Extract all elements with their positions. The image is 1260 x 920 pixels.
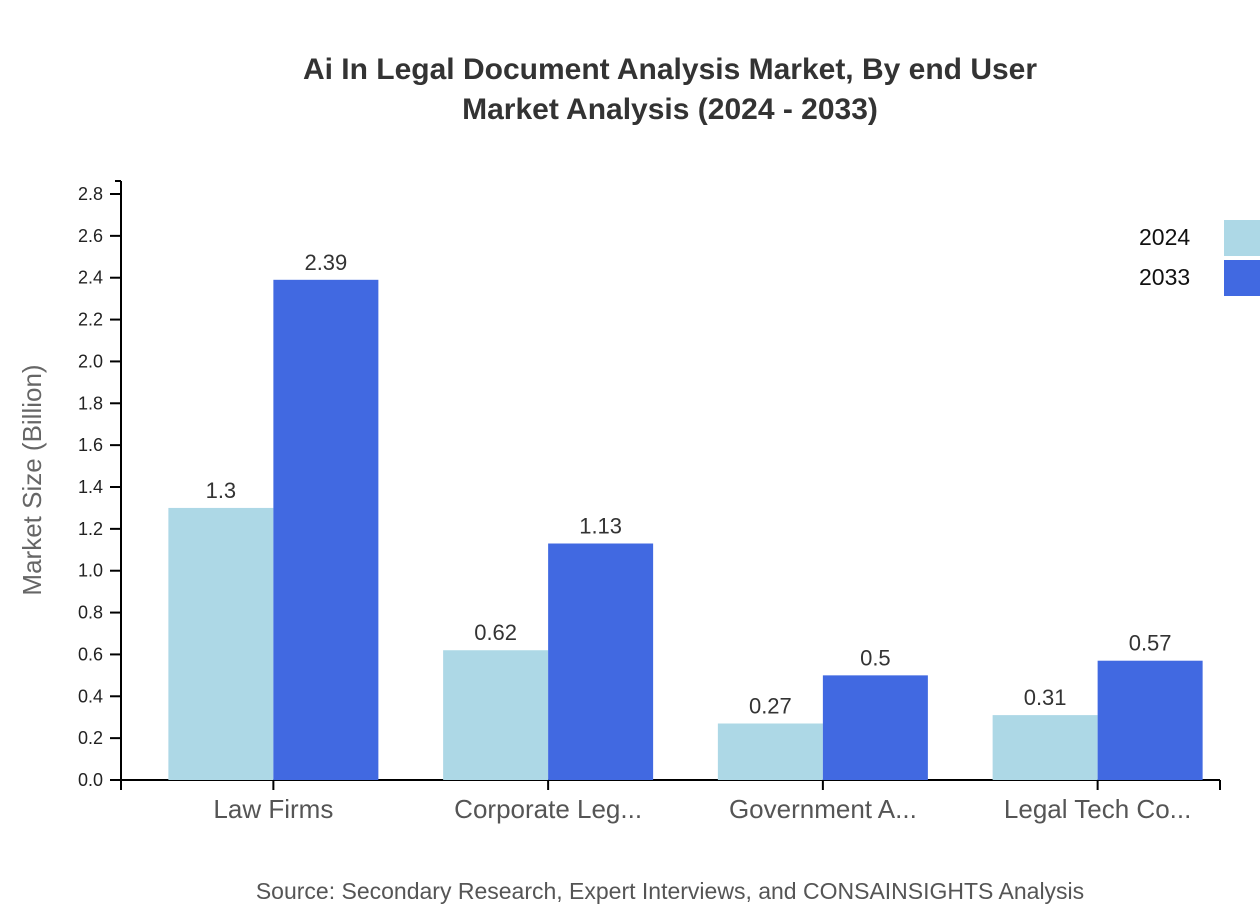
y-tick-label: 2.0 bbox=[78, 351, 103, 371]
chart-title-line1: Ai In Legal Document Analysis Market, By… bbox=[302, 53, 1038, 86]
y-axis-label: Market Size (Billion) bbox=[17, 364, 47, 595]
y-tick-label: 0.4 bbox=[78, 686, 103, 706]
y-tick-label: 0.0 bbox=[78, 770, 103, 790]
legend-swatch-2033[interactable] bbox=[1224, 260, 1260, 296]
bar-2033[interactable] bbox=[548, 543, 654, 780]
y-tick-label: 1.4 bbox=[78, 477, 103, 497]
chart-title: Ai In Legal Document Analysis Market, By… bbox=[0, 50, 1260, 130]
bar-value-label: 1.13 bbox=[579, 514, 622, 539]
y-tick-label: 0.8 bbox=[78, 603, 103, 623]
y-tick-label: 1.0 bbox=[78, 561, 103, 581]
bar-value-label: 0.31 bbox=[1024, 685, 1067, 710]
bar-value-label: 0.5 bbox=[860, 645, 891, 670]
y-tick-label: 1.2 bbox=[78, 519, 103, 539]
legend-label-2024: 2024 bbox=[1139, 224, 1191, 250]
bar-2024[interactable] bbox=[443, 650, 549, 780]
y-tick-label: 2.2 bbox=[78, 310, 103, 330]
bar-2024[interactable] bbox=[717, 723, 823, 780]
source-note: Source: Secondary Research, Expert Inter… bbox=[255, 878, 1085, 904]
bar-value-label: 0.27 bbox=[749, 693, 792, 718]
bar-2033[interactable] bbox=[273, 279, 379, 780]
bar-value-label: 2.39 bbox=[304, 250, 347, 275]
y-tick-label: 2.6 bbox=[78, 226, 103, 246]
chart-title-line2: Market Analysis (2024 - 2033) bbox=[462, 93, 878, 126]
legend-label-2033: 2033 bbox=[1139, 264, 1191, 290]
y-tick-label: 2.4 bbox=[78, 268, 103, 288]
y-tick-label: 1.8 bbox=[78, 393, 103, 413]
x-tick-label: Law Firms bbox=[213, 794, 333, 824]
bar-value-label: 0.57 bbox=[1129, 631, 1172, 656]
x-tick-label: Legal Tech Co... bbox=[1004, 794, 1191, 824]
legend-swatch-2024[interactable] bbox=[1224, 220, 1260, 256]
bar-value-label: 0.62 bbox=[474, 620, 517, 645]
bar-2024[interactable] bbox=[992, 715, 1098, 780]
bar-2024[interactable] bbox=[168, 507, 274, 780]
y-tick-label: 0.6 bbox=[78, 644, 103, 664]
bar-2033[interactable] bbox=[1097, 660, 1203, 780]
bar-value-label: 1.3 bbox=[206, 478, 237, 503]
bar-2033[interactable] bbox=[822, 675, 928, 780]
y-tick-label: 1.6 bbox=[78, 435, 103, 455]
x-tick-label: Government A... bbox=[729, 794, 917, 824]
y-tick-label: 2.8 bbox=[78, 184, 103, 204]
y-tick-label: 0.2 bbox=[78, 728, 103, 748]
x-tick-label: Corporate Leg... bbox=[454, 794, 642, 824]
